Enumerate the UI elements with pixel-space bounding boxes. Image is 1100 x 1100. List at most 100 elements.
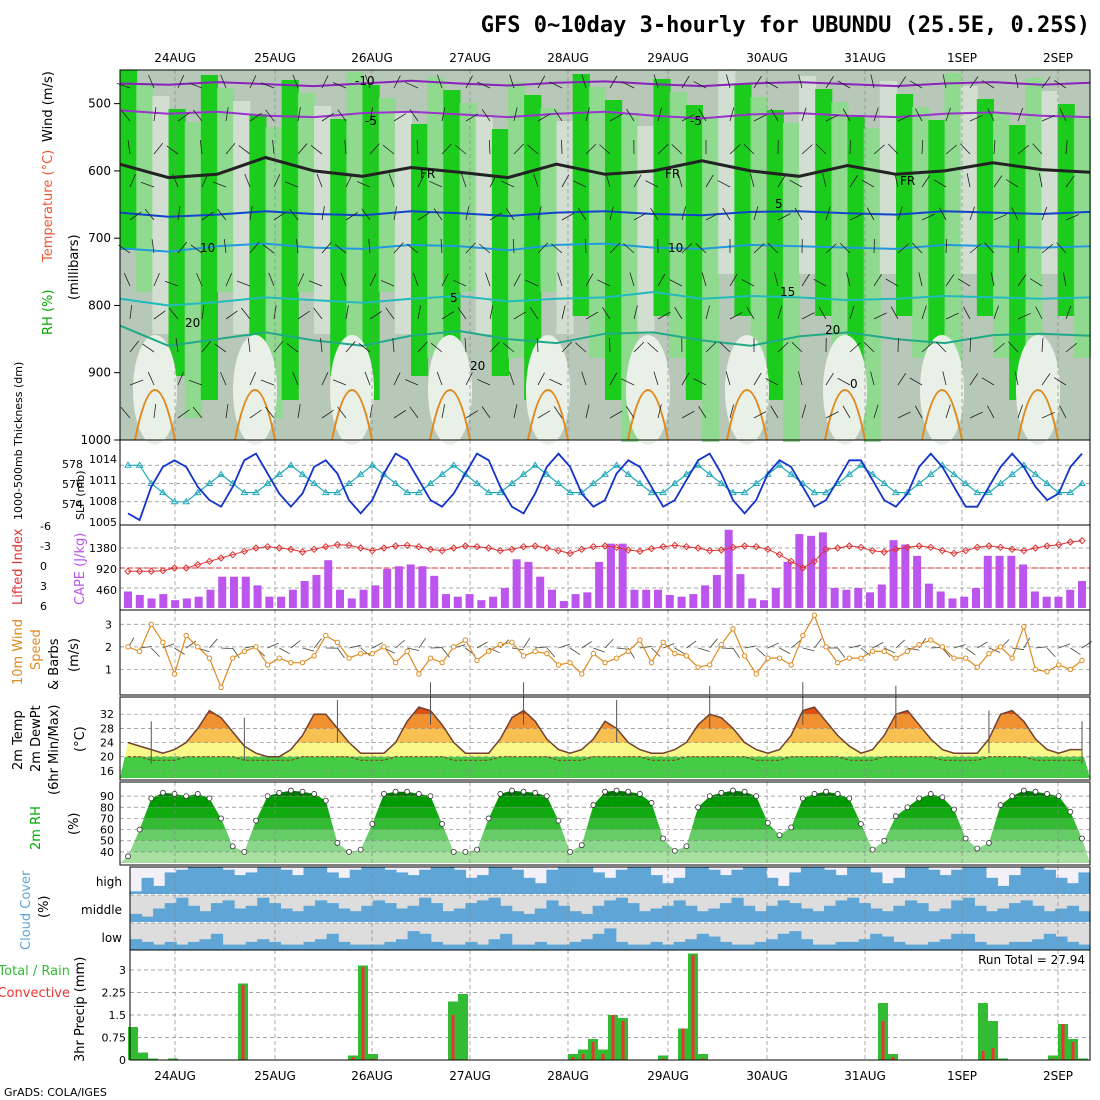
wind-barb xyxy=(220,74,227,89)
wind-barb-10m xyxy=(790,640,801,649)
precip-conv-bar xyxy=(691,955,695,1060)
cloud-high-bar xyxy=(928,869,941,894)
rh-point xyxy=(1009,793,1016,800)
wind-barb xyxy=(465,206,470,221)
rh-shading-band xyxy=(427,77,445,358)
wind-barb xyxy=(236,280,251,287)
li-point xyxy=(671,541,679,550)
rh-point xyxy=(823,788,829,795)
thickness-point xyxy=(601,470,609,477)
rh-shading-band xyxy=(1057,104,1075,316)
wind-barb xyxy=(681,114,695,122)
wind-barb-10m xyxy=(697,647,710,652)
li-point xyxy=(1043,542,1051,550)
cloud-low-bar xyxy=(488,939,501,950)
wind-barb xyxy=(621,81,635,89)
rh-shading-band xyxy=(588,87,606,358)
wind-barb xyxy=(1065,175,1075,188)
cloud-middle-bar xyxy=(407,905,420,922)
cape-bar xyxy=(1019,564,1028,608)
rh-point xyxy=(1032,788,1039,795)
thickness-point xyxy=(298,470,307,477)
wind-barb xyxy=(404,379,419,386)
cape-bar xyxy=(807,535,816,608)
contour-label: 0 xyxy=(850,377,858,391)
rh-band xyxy=(120,796,1090,808)
wind-barb xyxy=(321,206,325,221)
cloud-low-bar xyxy=(766,939,779,950)
ua-ylabel-rh: RH (%) xyxy=(41,290,56,335)
wind-speed-point xyxy=(206,655,213,661)
contour-label: 5 xyxy=(450,291,458,305)
rh-point xyxy=(986,840,992,846)
wind-barb xyxy=(897,373,906,386)
wind-barb xyxy=(193,109,203,122)
wind-speed-point xyxy=(160,639,166,646)
wind-barb xyxy=(297,310,310,320)
wind-barb xyxy=(417,212,431,221)
cloud-low-bar xyxy=(789,931,802,950)
wind-barb xyxy=(533,173,539,188)
wind-barb xyxy=(653,74,659,89)
wind-barb xyxy=(813,278,827,287)
ua-ylabel-units: (millibars) xyxy=(67,234,82,300)
rh-shading-band xyxy=(1041,91,1059,274)
thickness-tick-label: 574 xyxy=(62,498,83,511)
cloud-middle-bar xyxy=(604,900,617,922)
wind-barb xyxy=(729,273,738,287)
date-label-top: 31AUG xyxy=(844,51,886,65)
wind-barb xyxy=(225,404,229,419)
wind-speed-point xyxy=(346,655,352,661)
wind-barb xyxy=(993,213,1007,221)
precip-conv-bar xyxy=(1051,1058,1055,1060)
contour-label: 10 xyxy=(668,241,683,255)
wind-barb xyxy=(890,306,899,320)
thickness-point xyxy=(926,470,935,477)
precip-label-conv: Convective xyxy=(0,986,70,1001)
thickness-point xyxy=(1031,470,1040,477)
wind-speed-point xyxy=(683,653,690,659)
cape-bar xyxy=(760,600,768,608)
li-point xyxy=(415,542,423,551)
cloud-high-bar xyxy=(916,867,929,894)
li-point xyxy=(252,544,260,552)
cloud-low-bar xyxy=(985,944,999,950)
rh-point xyxy=(753,793,760,800)
cloud-high-bar xyxy=(546,869,559,894)
wind-barb xyxy=(393,206,398,221)
precip-conv-bar xyxy=(1071,1042,1075,1060)
cloud-low-bar xyxy=(245,941,258,950)
wind-barb xyxy=(1017,404,1023,419)
rh-band xyxy=(120,851,1090,863)
cloud-middle-bar xyxy=(673,900,686,922)
wind-barb-10m xyxy=(604,638,614,649)
cloud-low-bar xyxy=(361,944,374,950)
cloud-high-bar xyxy=(500,867,513,894)
wind-barb xyxy=(142,343,155,353)
wind-barb xyxy=(969,76,979,89)
wind-barb xyxy=(537,242,549,254)
wind-barb xyxy=(536,337,539,353)
rh-shading-band xyxy=(265,127,283,418)
cape-bar xyxy=(512,559,521,608)
wind-barb xyxy=(164,280,179,287)
wind-barb xyxy=(942,74,947,89)
thickness-point xyxy=(496,488,505,496)
wind-barb xyxy=(247,338,251,353)
cloud-high-bar xyxy=(280,869,293,894)
wind-barb xyxy=(981,377,995,386)
wind-barb xyxy=(897,243,909,254)
precip-conv-bar xyxy=(681,1028,685,1060)
thickness-point xyxy=(380,470,388,477)
thickness-point xyxy=(205,479,214,486)
wind-barb xyxy=(175,338,179,353)
ua-tick-label: 1000 xyxy=(80,433,111,447)
wind-barb xyxy=(801,107,807,122)
wind-barb xyxy=(945,404,951,419)
cape-bar xyxy=(312,574,321,608)
wind-barb xyxy=(773,272,779,287)
li-point xyxy=(985,542,993,550)
wind-barb xyxy=(201,211,214,221)
temp-tick-label: 32 xyxy=(100,708,114,721)
li-point xyxy=(857,543,865,552)
